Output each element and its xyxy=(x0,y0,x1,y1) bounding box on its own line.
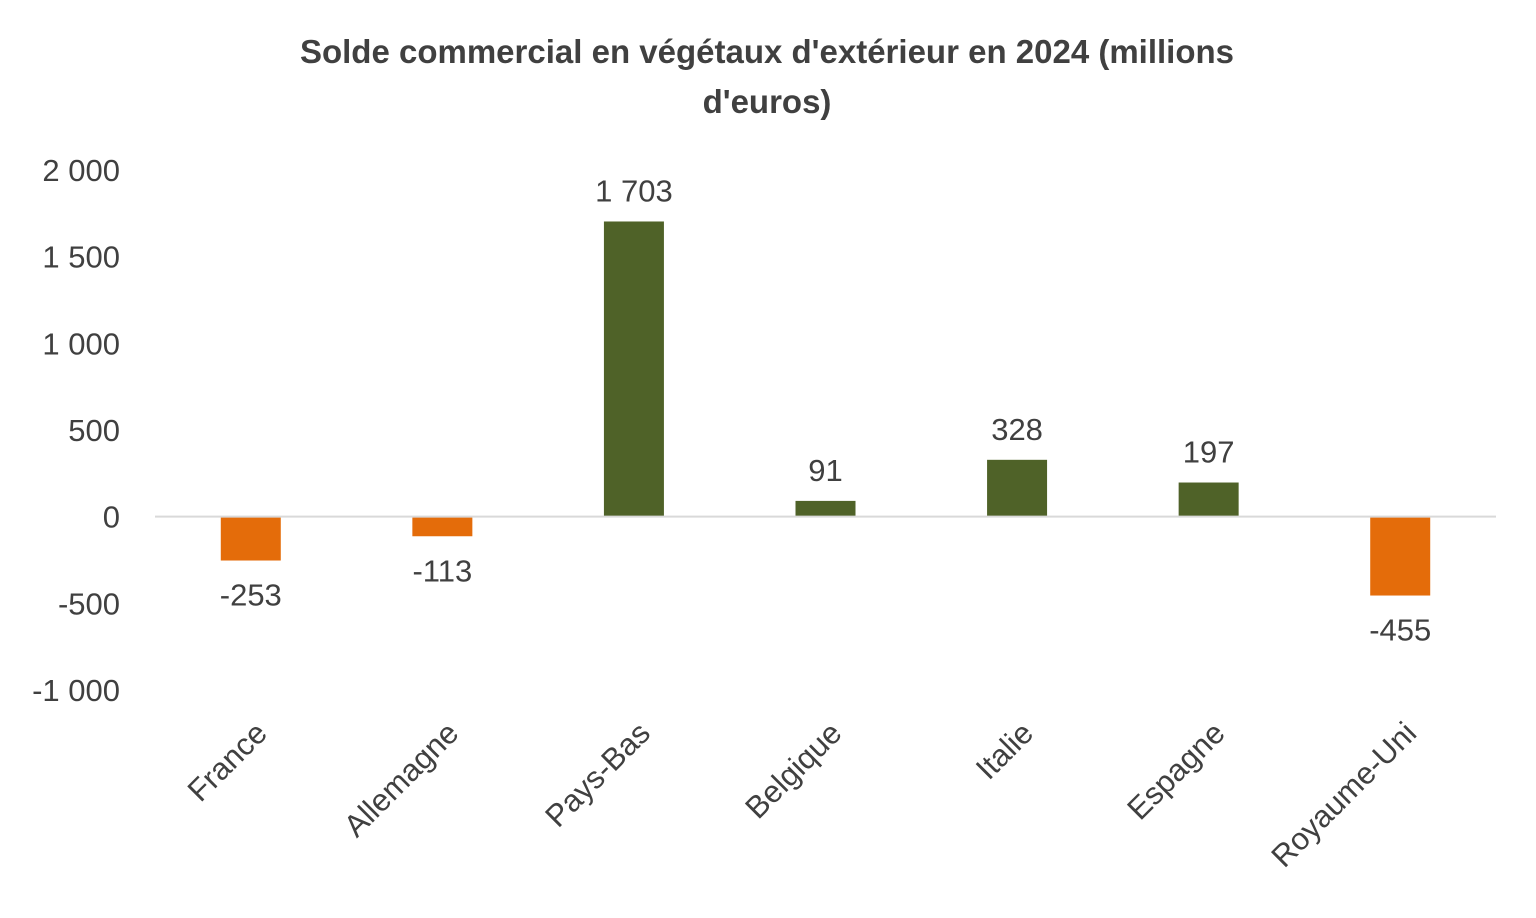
bars xyxy=(220,221,1431,596)
bar-royaume-uni xyxy=(1370,516,1431,596)
bar-france xyxy=(220,516,281,561)
data-label: 1 703 xyxy=(595,173,673,208)
bar-allemagne xyxy=(412,516,473,537)
bar-belgique xyxy=(795,500,856,517)
data-label: 197 xyxy=(1183,435,1235,470)
y-axis: 2 000 1 500 1 000 500 0 -500 -1 000 xyxy=(32,153,120,708)
x-tick-label: Italie xyxy=(969,715,1040,786)
data-labels: -253 -113 1 703 91 328 197 -455 xyxy=(220,173,1431,647)
y-tick-label: 500 xyxy=(68,413,120,448)
x-tick-label: Espagne xyxy=(1120,715,1231,826)
x-tick-label: France xyxy=(181,715,274,808)
chart-title-line-2: d'euros) xyxy=(703,83,832,120)
x-tick-label: Royaume-Uni xyxy=(1264,715,1423,874)
data-label: -253 xyxy=(220,578,282,613)
data-label: -113 xyxy=(412,553,472,588)
y-tick-label: 2 000 xyxy=(42,153,120,188)
y-tick-label: 1 500 xyxy=(42,240,120,275)
y-tick-label: 1 000 xyxy=(42,326,120,361)
x-tick-label: Allemagne xyxy=(337,715,465,843)
x-tick-label: Pays-Bas xyxy=(538,715,657,834)
chart-title-line-1: Solde commercial en végétaux d'extérieur… xyxy=(300,33,1234,70)
data-label: 328 xyxy=(991,412,1043,447)
y-tick-label: -500 xyxy=(58,586,120,621)
bar-pays-bas xyxy=(603,221,664,517)
data-label: 91 xyxy=(808,453,842,488)
bar-italie xyxy=(987,459,1048,517)
x-axis: France Allemagne Pays-Bas Belgique Italie Esp… xyxy=(155,515,1496,874)
bar-espagne xyxy=(1178,482,1239,517)
y-tick-label: 0 xyxy=(103,500,120,535)
data-label: -455 xyxy=(1369,613,1431,648)
y-tick-label: -1 000 xyxy=(32,673,120,708)
x-tick-label: Belgique xyxy=(738,715,848,825)
